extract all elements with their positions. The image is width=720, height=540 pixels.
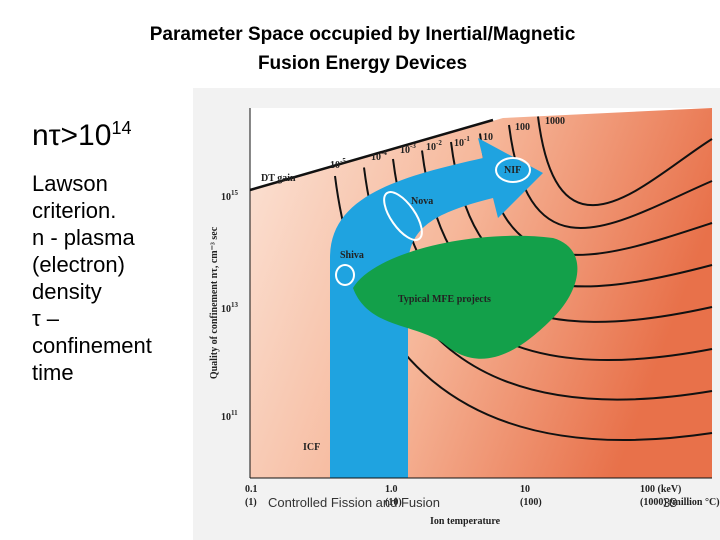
- x-tick-label-alt: (1): [245, 497, 257, 508]
- gain-boundary: [249, 118, 494, 192]
- gain-value: 10-1: [454, 135, 470, 149]
- region-label: ICF: [303, 442, 320, 453]
- formula: nτ>1014: [32, 110, 131, 154]
- x-tick-label: 1.0: [385, 484, 398, 495]
- y-axis-label: Quality of confinement nτ, cm⁻³ sec: [209, 226, 220, 379]
- region-label: Typical MFE projects: [398, 294, 491, 305]
- gain-value: 10: [483, 132, 493, 143]
- gain-label: DT gain: [261, 173, 296, 184]
- nova-ellipse: [383, 191, 423, 241]
- y-tick-label-base: 10: [221, 304, 231, 315]
- body-line: (electron): [32, 252, 125, 277]
- gain-value-exp: -5: [340, 157, 346, 165]
- footer-text: Controlled Fission and Fusion: [268, 495, 440, 510]
- formula-base: nτ>10: [32, 119, 112, 152]
- title-line: Parameter Space occupied by Inertial/Mag…: [149, 24, 576, 45]
- body-line: Lawson: [32, 171, 108, 196]
- y-tick-label-exp: 15: [231, 189, 239, 197]
- y-tick-label-exp: 11: [231, 409, 238, 417]
- x-axis-label: Ion temperature: [430, 516, 501, 527]
- body-line: τ –: [32, 306, 60, 331]
- gain-value: 100: [515, 122, 530, 133]
- y-tick-label-exp: 13: [231, 301, 239, 309]
- icf-arrow: [330, 138, 543, 478]
- gain-value-base: 10: [454, 138, 464, 149]
- mfe-region: [353, 235, 578, 359]
- y-tick-label: 1013: [221, 301, 239, 315]
- y-tick-label-base: 10: [221, 412, 231, 423]
- body-line: confinement: [32, 333, 152, 358]
- body-line: time: [32, 360, 74, 385]
- x-tick-label-alt: (100): [520, 497, 542, 508]
- body-line: criterion.: [32, 198, 117, 223]
- gain-value: 10-3: [400, 142, 416, 156]
- gain-value-exp: -2: [436, 139, 442, 147]
- gain-value-base: 10: [400, 145, 410, 156]
- gain-value: 10-2: [426, 139, 442, 153]
- y-tick-label-base: 10: [221, 192, 231, 203]
- x-tick-label-alt: (1000) (million °C): [640, 497, 720, 508]
- gain-value: 1000: [545, 116, 565, 127]
- x-tick-label: 10: [520, 484, 530, 495]
- y-tick-label: 1015: [221, 189, 239, 203]
- gain-value-base: 10: [426, 142, 436, 153]
- shiva-ellipse: [335, 264, 355, 286]
- gain-value-exp: -4: [381, 149, 387, 157]
- gain-value-exp: -3: [410, 142, 416, 150]
- formula-exp: 14: [111, 118, 132, 138]
- x-tick-label: 100 (keV): [640, 484, 681, 495]
- gain-value-base: 10: [371, 152, 381, 163]
- gain-contour: [537, 116, 713, 207]
- x-tick-label-alt: (10): [385, 497, 402, 508]
- gain-value: 10-5: [330, 157, 346, 171]
- page-number: 39: [663, 495, 678, 510]
- nif-ellipse: [495, 157, 531, 183]
- body-line: density: [32, 279, 102, 304]
- gain-value: 10-4: [371, 149, 387, 163]
- y-tick-label: 1011: [221, 409, 238, 423]
- region-label: Nova: [411, 196, 433, 207]
- gain-value-base: 10: [330, 160, 340, 171]
- body-line: n - plasma: [32, 225, 135, 250]
- no-gain-region: [250, 108, 712, 190]
- region-label: NIF: [504, 165, 521, 176]
- region-label: Shiva: [340, 250, 364, 261]
- title-line: Fusion Energy Devices: [257, 53, 468, 74]
- x-tick-label: 0.1: [245, 484, 258, 495]
- gain-value-exp: -1: [464, 135, 470, 143]
- body-text: Lawson criterion. n - plasma (electron) dens…: [32, 170, 152, 386]
